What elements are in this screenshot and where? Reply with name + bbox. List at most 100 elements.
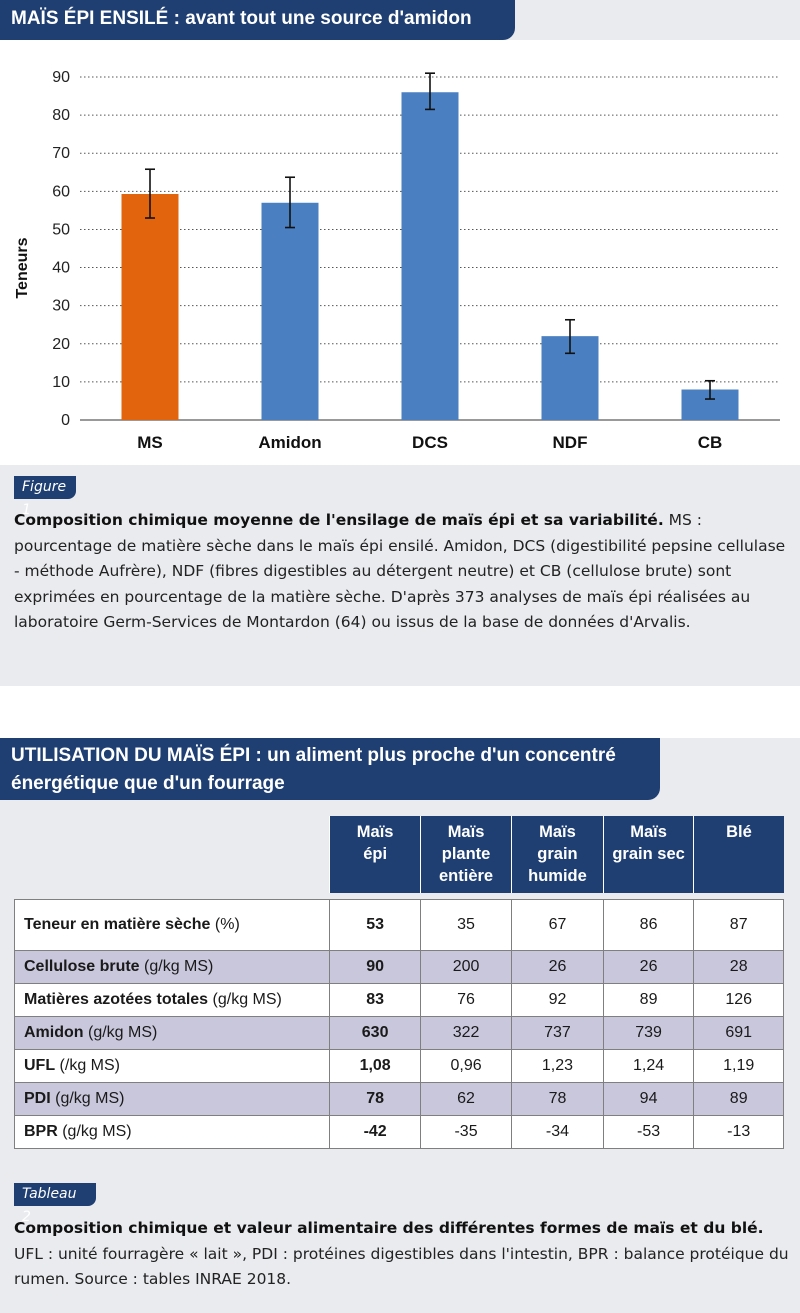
table-cell: 35 — [419, 899, 513, 951]
table-row: Teneur en matière sèche (%) 53 35 67 86 87 — [13, 899, 784, 951]
table-cell: 1,08 — [329, 1049, 421, 1083]
y-tick-label: 70 — [52, 145, 70, 162]
table-cell: 1,23 — [511, 1049, 604, 1083]
y-tick-label: 80 — [52, 107, 70, 124]
table-area: Maïs épi Maïs plante entière Maïs grain humide M… — [13, 816, 784, 1161]
y-tick-label: 30 — [52, 298, 70, 315]
y-tick-label: 90 — [52, 69, 70, 86]
table-row: Amidon (g/kg MS) 630 322 737 739 691 — [13, 1016, 784, 1050]
table-cell: 89 — [693, 1082, 784, 1116]
bar-ms — [121, 194, 179, 420]
table-cell: 83 — [329, 983, 421, 1017]
y-tick-label: 0 — [61, 412, 70, 429]
row-label: Teneur en matière sèche (%) — [13, 899, 331, 951]
y-tick-label: 50 — [52, 221, 70, 238]
row-label-name: PDI — [24, 1090, 51, 1107]
table-cell: 630 — [329, 1016, 421, 1050]
column-header: Maïs plante entière — [419, 816, 512, 893]
table-row: UFL (/kg MS) 1,08 0,96 1,23 1,24 1,19 — [13, 1049, 784, 1083]
column-header-line: Maïs — [539, 823, 576, 841]
table-cell: 89 — [602, 983, 695, 1017]
row-label-name: BPR — [24, 1123, 58, 1140]
table-cell: 86 — [602, 899, 695, 951]
row-label: Cellulose brute (g/kg MS) — [13, 950, 331, 984]
table-cell: 92 — [511, 983, 604, 1017]
comparison-table: Maïs épi Maïs plante entière Maïs grain humide M… — [13, 816, 784, 1149]
column-header: Maïs grain sec — [602, 816, 694, 893]
row-label-unit: (g/kg MS) — [139, 958, 214, 975]
y-tick-label: 60 — [52, 183, 70, 200]
chart-area: 0 10 20 30 40 50 60 70 80 90 Teneurs MS Amidon DCS NDF… — [0, 40, 800, 465]
x-tick-label: DCS — [412, 433, 448, 452]
row-label-unit: (%) — [210, 916, 240, 933]
section-title-line1: UTILISATION DU MAÏS ÉPI : un aliment plu… — [11, 745, 616, 766]
row-label: BPR (g/kg MS) — [13, 1115, 331, 1149]
column-header-line: épi — [363, 845, 388, 863]
row-label-name: Cellulose brute — [24, 958, 140, 975]
figure-caption: Composition chimique moyenne de l'ensila… — [14, 508, 789, 636]
row-label-unit: (g/kg MS) — [50, 1090, 125, 1107]
table-cell: 53 — [329, 899, 421, 951]
table-cell: -53 — [602, 1115, 695, 1149]
table-cell: 737 — [511, 1016, 604, 1050]
column-header-line: plante — [441, 845, 491, 863]
column-header-line: Maïs — [356, 823, 394, 841]
table-cell: 739 — [602, 1016, 695, 1050]
table-caption: Composition chimique et valeur alimentai… — [14, 1216, 789, 1293]
y-tick-label: 20 — [52, 336, 70, 353]
table-cell: 200 — [419, 950, 513, 984]
row-label-unit: (g/kg MS) — [83, 1024, 158, 1041]
row-label-name: Teneur en matière sèche — [24, 916, 211, 933]
table-corner — [15, 816, 330, 893]
y-tick-label: 40 — [52, 260, 70, 277]
table-cell: 126 — [693, 983, 784, 1017]
table-cell: 1,24 — [602, 1049, 695, 1083]
row-label: Matières azotées totales (g/kg MS) — [13, 983, 331, 1017]
column-header: Maïs grain humide — [511, 816, 604, 893]
y-tick-label: 10 — [52, 374, 70, 391]
row-label-unit: (/kg MS) — [55, 1057, 120, 1074]
table-row: Matières azotées totales (g/kg MS) 83 76 92… — [13, 983, 784, 1017]
x-tick-label: MS — [137, 433, 163, 452]
column-header-line: humide — [528, 867, 587, 885]
row-label-name: UFL — [24, 1057, 56, 1074]
caption-title-2: Composition chimique et valeur alimentai… — [14, 1219, 764, 1237]
table-cell: 691 — [693, 1016, 784, 1050]
table-cell: 90 — [329, 950, 421, 984]
caption-title: Composition chimique moyenne de l'ensila… — [14, 511, 664, 529]
bar-dcs — [401, 92, 459, 420]
table-cell: 62 — [419, 1082, 513, 1116]
x-tick-label: Amidon — [258, 433, 321, 452]
column-header: Blé — [693, 816, 784, 893]
table-cell: 78 — [511, 1082, 604, 1116]
column-header-line: Maïs — [630, 823, 667, 841]
table-cell: 1,19 — [693, 1049, 784, 1083]
table-cell: -13 — [693, 1115, 784, 1149]
column-header-line: Blé — [726, 823, 752, 841]
section-title: MAÏS ÉPI ENSILÉ : avant tout une source … — [0, 0, 515, 40]
bar-amidon — [261, 202, 319, 420]
table-cell: 67 — [511, 899, 604, 951]
row-label-name: Amidon — [24, 1024, 84, 1041]
table-cell: -35 — [419, 1115, 513, 1149]
y-axis-label: Teneurs — [14, 237, 31, 298]
row-label-unit: (g/kg MS) — [208, 991, 282, 1008]
bar-chart: 0 10 20 30 40 50 60 70 80 90 Teneurs MS Amidon DCS NDF… — [14, 69, 780, 452]
column-header-line: entière — [438, 867, 494, 885]
table-cell: -42 — [329, 1115, 421, 1149]
table-row: Cellulose brute (g/kg MS) 90 200 26 26 28 — [13, 950, 784, 984]
row-label-name: Matières azotées totales — [24, 991, 209, 1008]
row-label-unit: (g/kg MS) — [57, 1123, 132, 1140]
table-cell: 94 — [602, 1082, 695, 1116]
table-row: PDI (g/kg MS) 78 62 78 94 89 — [13, 1082, 784, 1116]
column-header-line: grain — [537, 845, 578, 863]
table-row: BPR (g/kg MS) -42 -35 -34 -53 -13 — [13, 1115, 784, 1149]
table-cell: -34 — [511, 1115, 604, 1149]
table-header-row: Maïs épi Maïs plante entière Maïs grain humide M… — [15, 816, 784, 893]
column-header-line: grain sec — [612, 845, 685, 863]
section-title-line2: énergétique que d'un fourrage — [11, 773, 285, 794]
section-title-2: UTILISATION DU MAÏS ÉPI : un aliment plu… — [0, 738, 660, 800]
table-cell: 322 — [419, 1016, 513, 1050]
table-cell: 87 — [693, 899, 784, 951]
table-cell: 0,96 — [419, 1049, 513, 1083]
